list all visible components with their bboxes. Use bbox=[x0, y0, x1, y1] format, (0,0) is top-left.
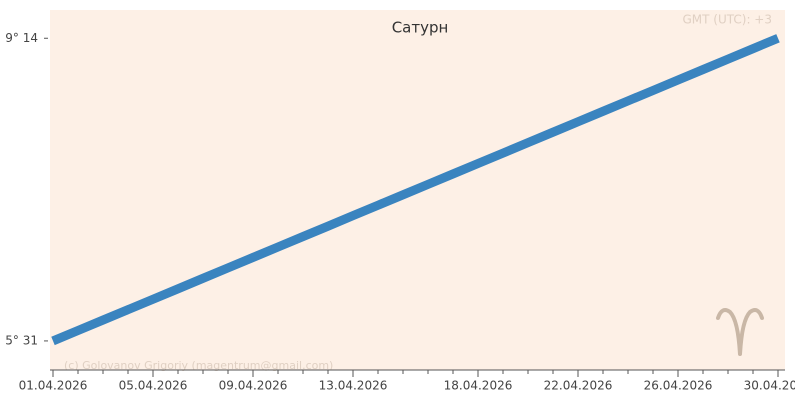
x-tick-label: 05.04.2026 bbox=[119, 379, 188, 393]
x-tick-label: 09.04.2026 bbox=[219, 379, 288, 393]
y-tick-label: 5° 31 bbox=[5, 333, 38, 347]
x-tick-label: 13.04.2026 bbox=[319, 379, 388, 393]
x-tick-label: 18.04.2026 bbox=[444, 379, 513, 393]
credit: (c) Golovanov Grigoriy (magentrum@gmail.… bbox=[64, 359, 333, 372]
x-tick-label: 22.04.2026 bbox=[544, 379, 613, 393]
chart-title: Сатурн bbox=[392, 19, 449, 37]
x-tick-label: 26.04.2026 bbox=[644, 379, 713, 393]
y-tick-label: 9° 14 bbox=[5, 31, 38, 45]
x-tick-label: 01.04.2026 bbox=[19, 379, 88, 393]
timezone: GMT (UTC): +3 bbox=[683, 13, 773, 27]
x-tick-label: 30.04.2026 bbox=[744, 379, 795, 393]
series-line bbox=[51, 34, 780, 346]
aries-sign bbox=[716, 308, 764, 356]
